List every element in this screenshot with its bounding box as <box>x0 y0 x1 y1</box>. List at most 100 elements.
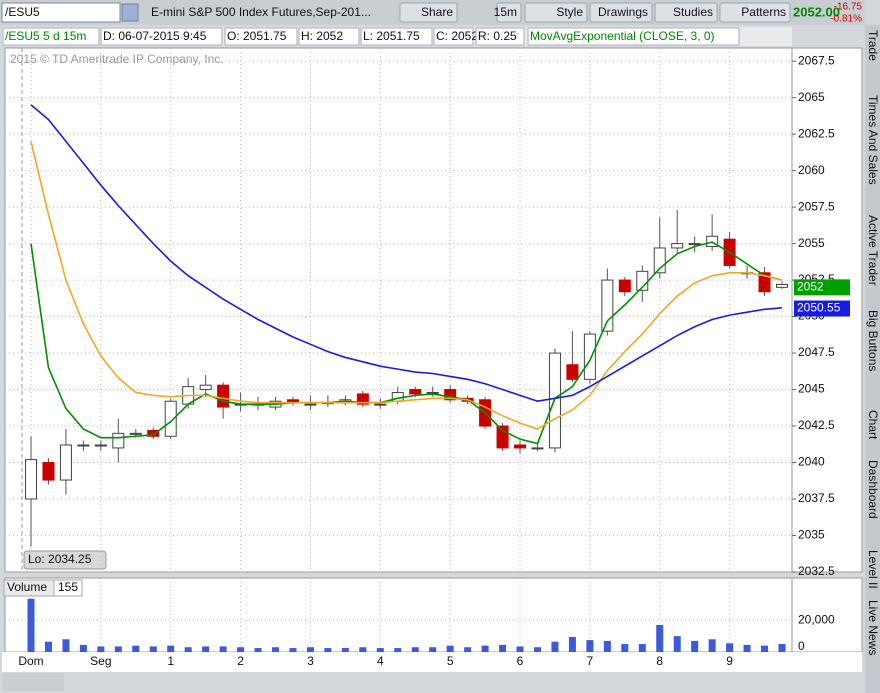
x-tick-label: 5 <box>447 654 454 668</box>
header-field: H: 2052 <box>301 29 343 43</box>
volume-bar <box>481 645 489 652</box>
volume-bar <box>673 636 681 652</box>
candle-body <box>758 272 771 293</box>
y-tick-label: 2035 <box>798 528 825 542</box>
side-tab[interactable]: Dashboard <box>866 460 880 519</box>
x-tick-label: 6 <box>517 654 524 668</box>
volume-bar <box>79 644 87 652</box>
volume-bar <box>272 647 280 652</box>
price-label-box <box>794 279 850 296</box>
x-tick-label: Dom <box>18 654 43 668</box>
candle-body <box>147 429 160 437</box>
toolbar-button-label[interactable]: Style <box>556 5 583 19</box>
volume-bar <box>586 640 594 652</box>
volume-bar <box>237 647 245 652</box>
toolbar-button[interactable] <box>589 2 653 23</box>
header-field: /ESU5 5 d 15m <box>5 29 86 43</box>
side-tab[interactable]: Level II <box>866 550 880 589</box>
volume-bar <box>359 647 367 652</box>
header-field: O: 2051.75 <box>227 29 287 43</box>
candle-body <box>496 425 509 449</box>
symbol-box[interactable] <box>1 2 121 23</box>
price-label: 2050.55 <box>797 301 841 315</box>
x-tick-label: 2 <box>237 654 244 668</box>
volume-bar <box>44 641 52 652</box>
volume-bar <box>27 598 35 652</box>
volume-bar <box>726 643 734 652</box>
toolbar-button-label[interactable]: Share <box>421 5 453 19</box>
volume-bar <box>219 646 227 652</box>
volume-bar <box>603 640 611 652</box>
toolbar-button[interactable] <box>654 2 718 23</box>
volume-current-box <box>53 579 83 597</box>
header-field-box <box>100 27 223 46</box>
candle-body <box>59 444 72 481</box>
candle-body <box>164 400 177 437</box>
toolbar-button[interactable] <box>399 2 458 23</box>
volume-tick-label: 20,000 <box>798 612 835 626</box>
candle-body <box>409 389 422 395</box>
header-field: L: 2051.75 <box>363 29 420 43</box>
moving-average <box>30 104 783 403</box>
volume-title: Volume <box>7 580 47 594</box>
candle-body <box>601 279 614 332</box>
toolbar-button-label[interactable]: 15m <box>494 5 517 19</box>
candle-body <box>112 432 125 449</box>
symbol-dropdown[interactable] <box>121 3 139 22</box>
zoom-controls[interactable] <box>2 673 64 691</box>
volume-bar <box>446 645 454 652</box>
volume-bar <box>97 646 105 652</box>
y-tick-label: 2067.5 <box>798 53 835 67</box>
volume-bar <box>516 646 524 652</box>
candle-body <box>374 403 387 406</box>
toolbar-button[interactable] <box>524 2 588 23</box>
side-tab[interactable]: Big Buttons <box>866 310 880 371</box>
volume-bar <box>778 644 786 652</box>
toolbar-button-label[interactable]: Patterns <box>741 5 786 19</box>
x-tick-label: 7 <box>587 654 594 668</box>
side-tab[interactable]: Trade <box>866 30 880 61</box>
volume-bar <box>533 647 541 652</box>
watermark: 2015 © TD Ameritrade IP Company, Inc. <box>10 52 224 66</box>
header-field-box <box>298 27 360 46</box>
y-tick-label: 2042.5 <box>798 418 835 432</box>
side-tab[interactable]: Live News <box>866 600 880 655</box>
moving-average <box>30 141 783 430</box>
volume-bar <box>638 644 646 652</box>
header-field-box <box>475 27 525 46</box>
side-tab[interactable]: Chart <box>866 410 880 440</box>
y-tick-label: 2047.5 <box>798 345 835 359</box>
y-tick-label: 2040 <box>798 455 825 469</box>
candle-body <box>671 243 684 249</box>
toolbar-button-label[interactable]: Drawings <box>598 5 648 19</box>
volume-bar <box>464 647 472 652</box>
candle-body <box>129 432 142 435</box>
volume-tick-label: 0 <box>798 639 805 653</box>
volume-bar <box>184 647 192 652</box>
volume-axis <box>791 577 863 653</box>
side-tab[interactable]: Active Trader <box>866 215 880 286</box>
side-tab[interactable]: Times And Sales <box>866 95 880 185</box>
candle-body <box>566 364 579 380</box>
volume-bar <box>411 647 419 652</box>
toolbar-button[interactable] <box>719 2 791 23</box>
toolbar-button-label[interactable]: Studies <box>673 5 713 19</box>
toolbar-button[interactable] <box>496 2 522 23</box>
x-tick-label: 1 <box>167 654 174 668</box>
change-pct: -0.81% <box>830 14 862 25</box>
y-tick-label: 2062.5 <box>798 126 835 140</box>
volume-bar <box>62 639 70 652</box>
header-field-box <box>224 27 298 46</box>
candle-body <box>444 389 457 401</box>
y-tick-label: 2065 <box>798 90 825 104</box>
low-label: Lo: 2034.25 <box>28 552 92 566</box>
low-label-box <box>23 550 107 570</box>
description: E-mini S&P 500 Index Futures,Sep-201... <box>151 5 371 19</box>
x-tick-label: 3 <box>307 654 314 668</box>
price-label: 2052 <box>797 280 824 294</box>
moving-average <box>30 241 783 445</box>
header-field-box <box>527 27 740 46</box>
header-field: C: 2052 <box>436 29 478 43</box>
candle-body <box>653 247 666 274</box>
symbol[interactable]: /ESU5 <box>5 5 40 19</box>
